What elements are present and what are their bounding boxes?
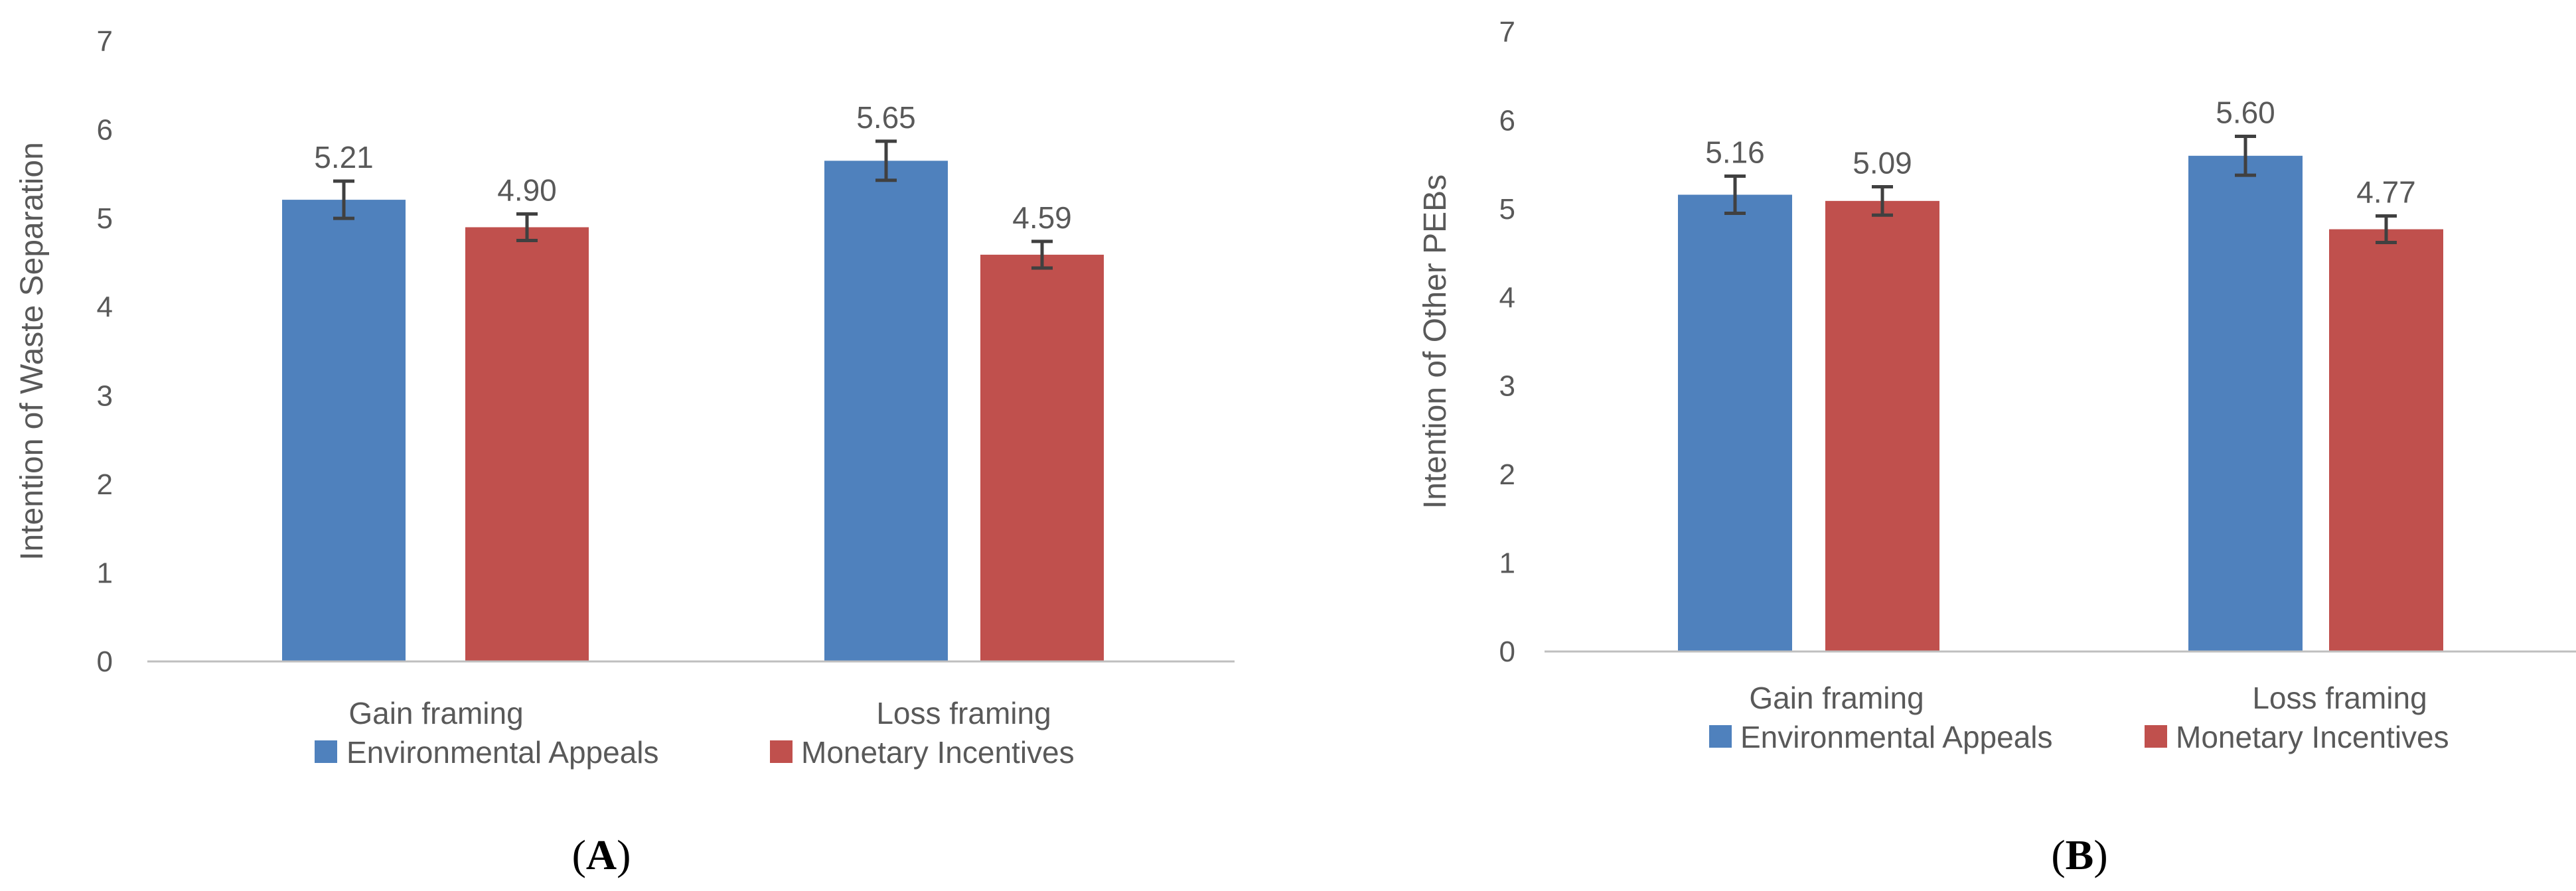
error-bar <box>333 179 354 220</box>
panel-letter: B <box>2066 831 2094 878</box>
bar <box>1678 194 1792 652</box>
panel-label-b: (B) <box>2051 831 2107 878</box>
error-bar <box>2235 134 2256 177</box>
y-tick-labels: 0 1 2 3 4 5 6 7 <box>97 25 113 678</box>
panel-paren: ( <box>572 831 586 878</box>
y-tick-label: 0 <box>97 646 113 678</box>
bar <box>465 227 589 661</box>
error-bar <box>875 139 897 182</box>
error-bar <box>1031 240 1053 270</box>
y-tick-label: 0 <box>1499 636 1515 668</box>
y-tick-label: 6 <box>1499 104 1515 137</box>
error-bar <box>2376 214 2397 245</box>
bars <box>282 139 1104 662</box>
y-tick-label: 5 <box>97 202 113 235</box>
data-labels: 5.21 4.90 5.65 4.59 <box>314 100 1072 235</box>
y-tick-label: 4 <box>1499 281 1515 314</box>
legend-swatch-monetary <box>770 740 793 763</box>
y-tick-label: 1 <box>1499 547 1515 580</box>
panel-letter: A <box>586 831 617 878</box>
panel-label-a: (A) <box>572 831 631 878</box>
x-category-label: Gain framing <box>1749 681 1924 715</box>
legend: Environmental Appeals Monetary Incentive… <box>1709 720 2449 754</box>
legend-swatch-environmental <box>1709 725 1732 748</box>
y-tick-label: 3 <box>1499 370 1515 403</box>
y-tick-label: 5 <box>1499 193 1515 226</box>
bars <box>1678 134 2443 652</box>
data-label: 5.16 <box>1705 135 1765 169</box>
bar <box>2188 155 2303 652</box>
y-tick-label: 3 <box>97 379 113 412</box>
y-tick-label: 7 <box>97 25 113 58</box>
data-label: 5.21 <box>314 140 374 174</box>
panel-paren: ) <box>2093 831 2107 878</box>
chart-panel-a: 0 1 2 3 4 5 6 7 Intention of Waste Separ… <box>15 25 1235 878</box>
data-labels: 5.16 5.09 5.60 4.77 <box>1705 95 2416 209</box>
x-category-labels: Gain framing Loss framing <box>348 696 1051 730</box>
panel-paren: ( <box>2051 831 2065 878</box>
legend: Environmental Appeals Monetary Incentive… <box>315 735 1075 770</box>
y-axis-title: Intention of Other PEBs <box>1418 174 1453 509</box>
y-tick-label: 2 <box>97 468 113 501</box>
x-category-labels: Gain framing Loss framing <box>1749 681 2427 715</box>
chart-panel-b: 0 1 2 3 4 5 6 7 Intention of Other PEBs … <box>1418 16 2576 878</box>
data-label: 4.90 <box>497 172 557 207</box>
x-category-label: Gain framing <box>348 696 523 730</box>
x-category-label: Loss framing <box>876 696 1051 730</box>
y-tick-labels: 0 1 2 3 4 5 6 7 <box>1499 16 1515 668</box>
y-tick-label: 4 <box>97 291 113 324</box>
legend-swatch-monetary <box>2145 725 2167 748</box>
legend-label: Monetary Incentives <box>801 735 1075 770</box>
legend-label: Environmental Appeals <box>346 735 659 770</box>
bar <box>2329 229 2443 651</box>
y-tick-label: 7 <box>1499 16 1515 48</box>
bar <box>1825 200 1939 651</box>
legend-swatch-environmental <box>315 740 337 763</box>
error-bar <box>1872 185 1893 217</box>
error-bar <box>1724 174 1746 216</box>
data-label: 4.59 <box>1012 200 1072 235</box>
x-category-label: Loss framing <box>2252 681 2427 715</box>
data-label: 5.09 <box>1853 146 1912 180</box>
y-tick-label: 6 <box>97 114 113 147</box>
data-label: 5.65 <box>856 100 916 135</box>
y-tick-label: 1 <box>97 557 113 589</box>
data-label: 5.60 <box>2216 95 2275 129</box>
data-label: 4.77 <box>2356 175 2416 210</box>
legend-label: Monetary Incentives <box>2176 720 2449 754</box>
legend-label: Environmental Appeals <box>1740 720 2053 754</box>
bar <box>980 254 1104 662</box>
bar <box>824 161 948 662</box>
y-tick-label: 2 <box>1499 458 1515 491</box>
bar <box>282 200 406 661</box>
panel-paren: ) <box>617 831 631 878</box>
y-axis-title: Intention of Waste Separation <box>15 142 50 561</box>
error-bar <box>516 212 538 243</box>
